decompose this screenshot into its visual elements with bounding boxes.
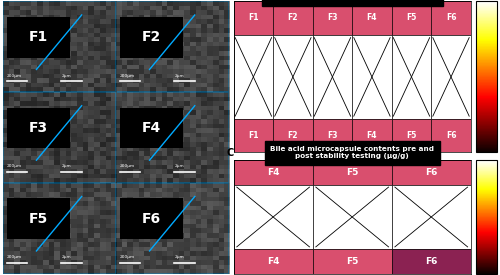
Text: 2μm: 2μm	[174, 74, 184, 78]
Text: 200μm: 200μm	[120, 255, 135, 259]
Bar	[431, 119, 471, 152]
Bar	[312, 185, 392, 249]
Bar	[234, 119, 273, 152]
Text: F2: F2	[142, 30, 162, 44]
Bar	[116, 1, 228, 92]
Text: F4: F4	[267, 257, 280, 266]
Bar	[312, 160, 392, 185]
Text: 200μm: 200μm	[7, 164, 22, 168]
Bar	[392, 185, 471, 249]
Text: F2: F2	[288, 13, 298, 23]
Text: F5: F5	[29, 212, 48, 226]
Bar	[312, 249, 392, 274]
Bar	[431, 35, 471, 119]
Text: 2μm: 2μm	[62, 255, 71, 259]
Bar	[234, 185, 312, 249]
Text: F6: F6	[425, 257, 438, 266]
Bar	[392, 1, 431, 35]
Text: F2: F2	[288, 131, 298, 140]
Text: 2μm: 2μm	[174, 255, 184, 259]
Bar	[2, 92, 116, 183]
Title: Bile acid microcapsule contents pre and
post stability testing (μg/g): Bile acid microcapsule contents pre and …	[270, 146, 434, 159]
Text: C: C	[226, 148, 234, 158]
Text: 200μm: 200μm	[7, 74, 22, 78]
Text: F5: F5	[346, 168, 358, 177]
Text: F1: F1	[29, 30, 48, 44]
Text: 2μm: 2μm	[174, 164, 184, 168]
Text: 2μm: 2μm	[62, 164, 71, 168]
Bar	[120, 108, 184, 148]
Text: F4: F4	[142, 121, 162, 135]
Bar	[392, 249, 471, 274]
Text: F3: F3	[327, 13, 338, 23]
Bar	[312, 1, 352, 35]
Bar	[352, 119, 392, 152]
Bar	[392, 119, 431, 152]
Bar	[352, 1, 392, 35]
Bar	[7, 108, 70, 148]
Text: F6: F6	[446, 13, 456, 23]
Text: F5: F5	[406, 13, 416, 23]
Bar	[312, 119, 352, 152]
Text: F6: F6	[446, 131, 456, 140]
Text: 200μm: 200μm	[120, 164, 135, 168]
Text: F5: F5	[406, 131, 416, 140]
Bar	[234, 1, 273, 35]
Bar	[7, 17, 70, 58]
Bar	[116, 183, 228, 274]
Text: F1: F1	[248, 131, 258, 140]
Bar	[234, 160, 312, 185]
Text: F4: F4	[366, 13, 377, 23]
Bar	[120, 198, 184, 239]
Text: F1: F1	[248, 13, 258, 23]
Bar	[234, 249, 312, 274]
Bar	[392, 160, 471, 185]
Text: F5: F5	[346, 257, 358, 266]
Text: F3: F3	[327, 131, 338, 140]
Text: 2μm: 2μm	[62, 74, 71, 78]
Bar	[273, 1, 312, 35]
Text: F4: F4	[267, 168, 280, 177]
Bar	[116, 92, 228, 183]
Text: F6: F6	[142, 212, 162, 226]
Bar	[352, 35, 392, 119]
Bar	[234, 35, 273, 119]
Bar	[7, 198, 70, 239]
Bar	[273, 119, 312, 152]
Text: 200μm: 200μm	[120, 74, 135, 78]
Bar	[431, 1, 471, 35]
Text: F6: F6	[425, 168, 438, 177]
Text: 200μm: 200μm	[7, 255, 22, 259]
Bar	[392, 35, 431, 119]
Text: F4: F4	[366, 131, 377, 140]
Bar	[312, 35, 352, 119]
Bar	[120, 17, 184, 58]
Bar	[273, 35, 312, 119]
Bar	[2, 1, 116, 92]
Text: F3: F3	[29, 121, 48, 135]
Bar	[2, 183, 116, 274]
